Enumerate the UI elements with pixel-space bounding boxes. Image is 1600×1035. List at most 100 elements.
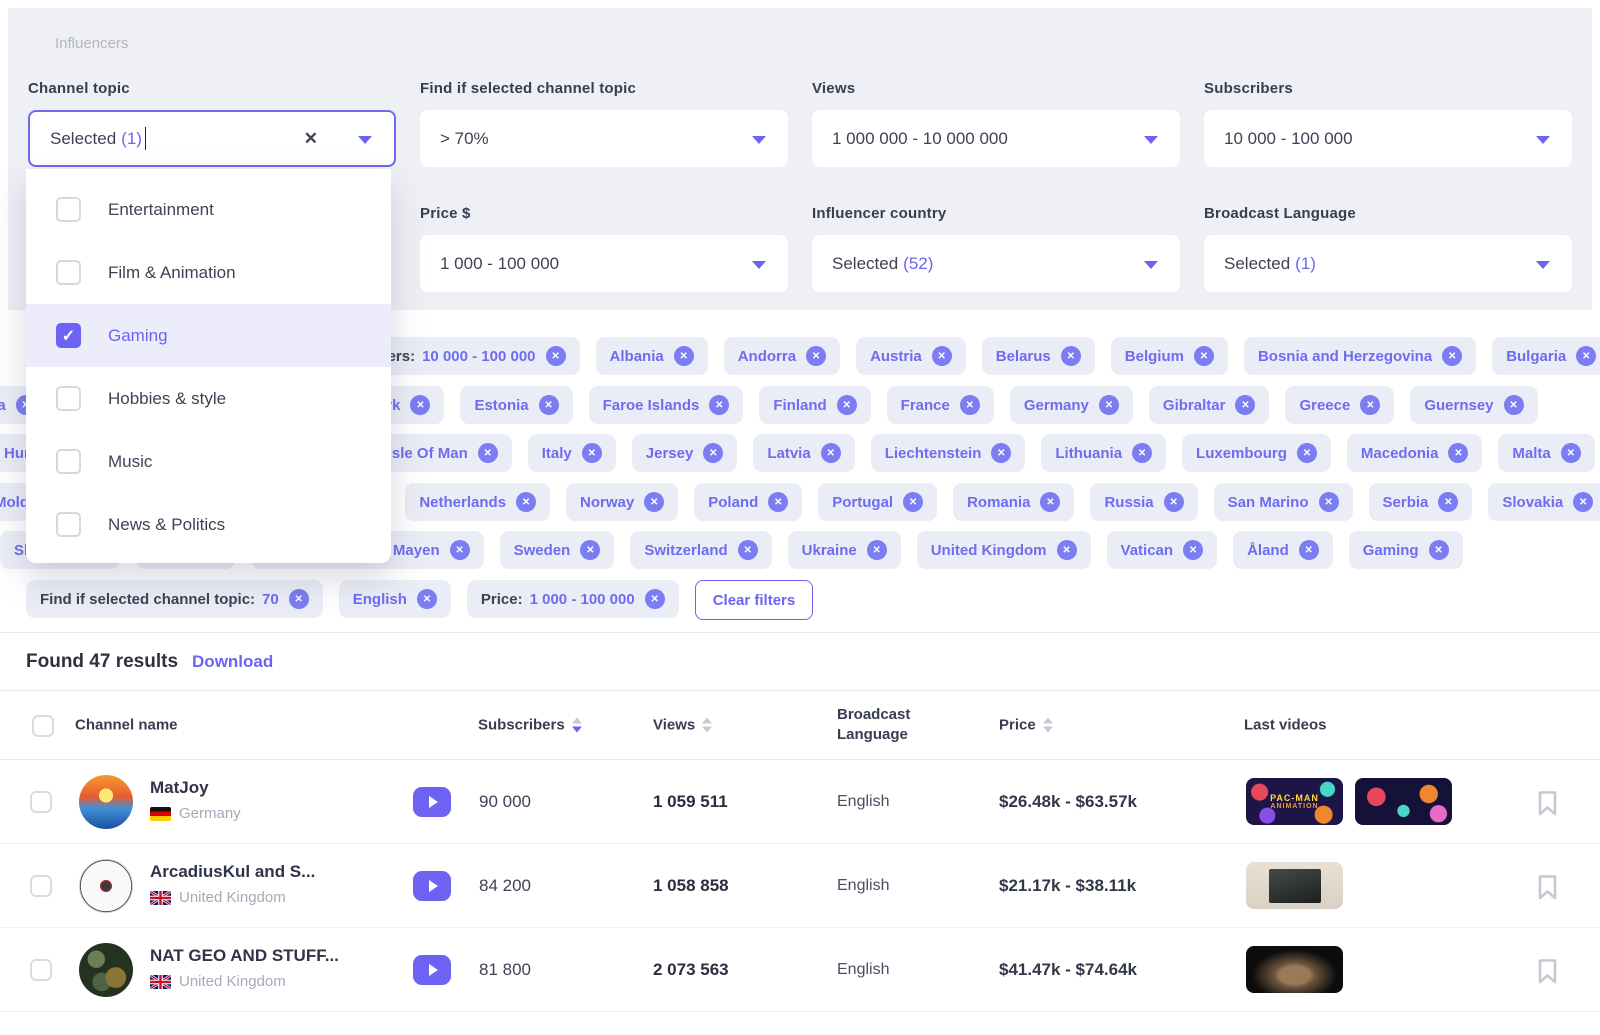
- remove-chip-icon[interactable]: ✕: [1060, 346, 1081, 366]
- remove-chip-icon[interactable]: ✕: [836, 395, 857, 415]
- remove-chip-icon[interactable]: ✕: [866, 540, 887, 560]
- video-thumbnail[interactable]: [1246, 862, 1343, 909]
- remove-chip-icon[interactable]: ✕: [1576, 346, 1597, 366]
- remove-chip-icon[interactable]: ✕: [768, 492, 789, 512]
- table-row: [0, 1012, 1600, 1035]
- select-all-checkbox[interactable]: [32, 715, 54, 737]
- remove-chip-icon[interactable]: ✕: [1193, 346, 1214, 366]
- remove-chip-icon[interactable]: ✕: [1318, 492, 1339, 512]
- remove-chip-icon[interactable]: ✕: [1163, 492, 1184, 512]
- remove-chip-icon[interactable]: ✕: [1573, 492, 1594, 512]
- topic-option-gaming[interactable]: ✓ Gaming: [26, 304, 391, 367]
- remove-chip-icon[interactable]: ✕: [1132, 443, 1153, 463]
- row-checkbox[interactable]: [30, 959, 52, 981]
- sort-icon[interactable]: [702, 717, 713, 733]
- remove-chip-icon[interactable]: ✕: [1360, 395, 1381, 415]
- clear-topic-icon[interactable]: ✕: [303, 128, 318, 148]
- topic-option-entertainment[interactable]: Entertainment: [26, 178, 391, 241]
- remove-chip-icon[interactable]: ✕: [1503, 395, 1524, 415]
- remove-chip-icon[interactable]: ✕: [931, 346, 952, 366]
- bookmark-icon[interactable]: [1537, 874, 1558, 901]
- remove-chip-icon[interactable]: ✕: [673, 346, 694, 366]
- broadcast-language-combobox[interactable]: Selected (1): [1204, 235, 1572, 292]
- remove-chip-icon[interactable]: ✕: [477, 443, 498, 463]
- remove-chip-icon[interactable]: ✕: [580, 540, 601, 560]
- checkbox-icon[interactable]: [56, 449, 81, 474]
- remove-chip-icon[interactable]: ✕: [416, 589, 437, 609]
- remove-chip-icon[interactable]: ✕: [1560, 443, 1581, 463]
- remove-chip-icon[interactable]: ✕: [703, 443, 724, 463]
- row-checkbox[interactable]: [30, 875, 52, 897]
- topic-option-hobbies-style[interactable]: Hobbies & style: [26, 367, 391, 430]
- remove-chip-icon[interactable]: ✕: [1428, 540, 1449, 560]
- remove-chip-icon[interactable]: ✕: [737, 540, 758, 560]
- checkbox-icon[interactable]: [56, 260, 81, 285]
- price-combobox[interactable]: 1 000 - 100 000: [420, 235, 788, 292]
- remove-chip-icon[interactable]: ✕: [516, 492, 537, 512]
- remove-chip-icon[interactable]: ✕: [1183, 540, 1204, 560]
- chevron-down-icon[interactable]: [1536, 135, 1550, 144]
- topic-option-news-politics[interactable]: News & Politics: [26, 493, 391, 556]
- remove-chip-icon[interactable]: ✕: [1056, 540, 1077, 560]
- remove-chip-icon[interactable]: ✕: [545, 346, 566, 366]
- header-price[interactable]: Price: [999, 717, 1053, 734]
- remove-chip-icon[interactable]: ✕: [644, 492, 665, 512]
- chevron-down-icon[interactable]: [752, 135, 766, 144]
- checkbox-icon[interactable]: [56, 386, 81, 411]
- video-thumbnail[interactable]: [1246, 946, 1343, 993]
- chip-value: Poland: [708, 493, 759, 511]
- remove-chip-icon[interactable]: ✕: [1235, 395, 1256, 415]
- remove-chip-icon[interactable]: ✕: [1296, 443, 1317, 463]
- checkbox-icon[interactable]: [56, 197, 81, 222]
- channel-topic-count: (1): [121, 128, 142, 148]
- video-thumbnail[interactable]: PAC-MAN ANIMATION: [1246, 778, 1343, 825]
- remove-chip-icon[interactable]: ✕: [449, 540, 470, 560]
- sort-icon[interactable]: [571, 717, 582, 733]
- remove-chip-icon[interactable]: ✕: [709, 395, 730, 415]
- video-thumbnail[interactable]: [1355, 778, 1452, 825]
- remove-chip-icon[interactable]: ✕: [1438, 492, 1459, 512]
- topic-option-film-animation[interactable]: Film & Animation: [26, 241, 391, 304]
- header-subscribers[interactable]: Subscribers: [478, 717, 582, 734]
- remove-chip-icon[interactable]: ✕: [538, 395, 559, 415]
- header-views[interactable]: Views: [653, 717, 713, 734]
- chevron-down-icon[interactable]: [1144, 135, 1158, 144]
- clear-filters-button[interactable]: Clear filters: [694, 580, 814, 620]
- subscribers-combobox[interactable]: 10 000 - 100 000: [1204, 110, 1572, 167]
- youtube-play-button[interactable]: [413, 787, 451, 817]
- remove-chip-icon[interactable]: ✕: [288, 589, 309, 609]
- checkbox-icon[interactable]: [56, 512, 81, 537]
- influencer-country-combobox[interactable]: Selected (52): [812, 235, 1180, 292]
- topic-percent-combobox[interactable]: > 70%: [420, 110, 788, 167]
- remove-chip-icon[interactable]: ✕: [1298, 540, 1319, 560]
- channel-topic-combobox[interactable]: Selected (1) ✕: [28, 110, 396, 167]
- remove-chip-icon[interactable]: ✕: [1448, 443, 1469, 463]
- remove-chip-icon[interactable]: ✕: [1098, 395, 1119, 415]
- chevron-down-icon[interactable]: [358, 135, 372, 144]
- youtube-play-button[interactable]: [413, 955, 451, 985]
- remove-chip-icon[interactable]: ✕: [806, 346, 827, 366]
- views-combobox[interactable]: 1 000 000 - 10 000 000: [812, 110, 1180, 167]
- sort-icon[interactable]: [1042, 717, 1053, 733]
- chevron-down-icon[interactable]: [752, 260, 766, 269]
- bookmark-icon[interactable]: [1537, 958, 1558, 985]
- remove-chip-icon[interactable]: ✕: [1442, 346, 1463, 366]
- bookmark-icon[interactable]: [1537, 790, 1558, 817]
- remove-chip-icon[interactable]: ✕: [991, 443, 1012, 463]
- remove-chip-icon[interactable]: ✕: [1040, 492, 1061, 512]
- checkbox-checked-icon[interactable]: ✓: [56, 323, 81, 348]
- remove-chip-icon[interactable]: ✕: [820, 443, 841, 463]
- topic-option-music[interactable]: Music: [26, 430, 391, 493]
- remove-chip-icon[interactable]: ✕: [581, 443, 602, 463]
- chevron-down-icon[interactable]: [1536, 260, 1550, 269]
- remove-chip-icon[interactable]: ✕: [903, 492, 924, 512]
- row-checkbox[interactable]: [30, 791, 52, 813]
- download-link[interactable]: Download: [192, 652, 274, 671]
- remove-chip-icon[interactable]: ✕: [410, 395, 431, 415]
- remove-chip-icon[interactable]: ✕: [959, 395, 980, 415]
- chevron-down-icon[interactable]: [1144, 260, 1158, 269]
- remove-chip-icon[interactable]: ✕: [644, 589, 665, 609]
- filter-chip: Luxembourg ✕: [1182, 434, 1331, 472]
- youtube-play-button[interactable]: [413, 871, 451, 901]
- uk-flag-icon: [150, 974, 171, 989]
